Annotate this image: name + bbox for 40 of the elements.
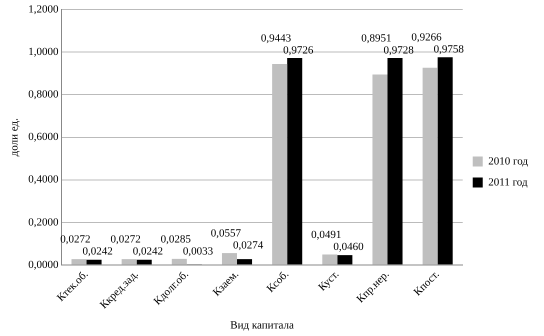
bar [287,58,302,264]
data-label: 0,0242 [82,246,113,258]
y-axis-title: доли ед. [8,118,20,156]
data-label: 0,0274 [233,239,264,252]
data-label: 0,9443 [260,32,292,44]
data-label: 0,0557 [210,227,242,240]
data-label: 0,0033 [182,245,214,258]
bar [86,260,102,264]
data-label: 0,0272 [60,234,91,246]
data-label: 0,0285 [160,233,192,246]
data-label: 0,9758 [434,44,464,56]
y-tick-label: 1,2000 [28,3,59,16]
bar [322,254,338,264]
y-tick-label: 1,0000 [28,46,59,58]
data-label: 0,0272 [110,234,141,246]
y-tick-label: 0,8000 [28,88,59,101]
data-label: 0,0491 [311,228,342,241]
bar [438,57,453,264]
bar [337,255,352,264]
bar [136,260,152,264]
y-tick-label: 0,4000 [28,174,59,186]
data-label: 0,9728 [383,44,414,56]
bar [122,259,137,264]
bar [237,259,252,264]
data-label: 0,8951 [361,32,392,44]
y-tick-label: 0,0000 [28,258,59,271]
data-label: 0,9266 [411,32,442,44]
data-label: 0,0242 [132,246,163,258]
data-label: 0,0460 [333,240,364,253]
x-tick-label: Куст. [316,268,342,294]
data-label: 0,9726 [283,44,314,56]
bar [71,259,87,264]
bar [222,253,238,264]
y-tick-label: 0,6000 [28,131,59,144]
bar [172,258,187,264]
y-tick-label: 0,2000 [28,216,59,228]
legend-label: 2010 год [488,155,528,168]
x-axis-title: Вид капитала [230,319,294,332]
legend-label: 2011 год [488,176,528,188]
bar [387,58,403,264]
